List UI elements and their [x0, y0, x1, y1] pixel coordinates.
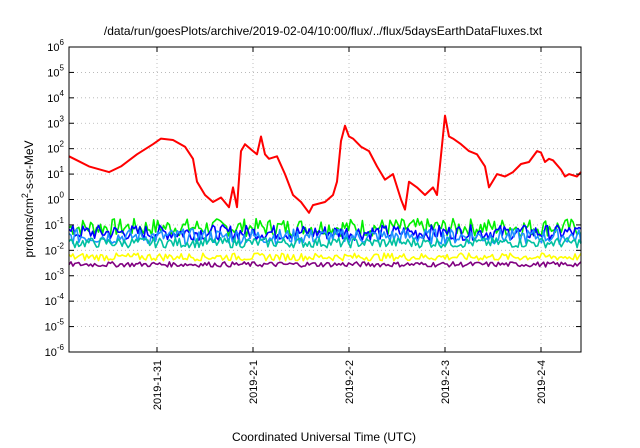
grid	[69, 47, 581, 352]
y-axis-ticks: 10-610-510-410-310-210-11001011021031041…	[45, 38, 581, 359]
x-tick-label: 2019-2-3	[440, 360, 452, 404]
series-line-5	[68, 252, 582, 262]
y-tick-label: 10-5	[45, 318, 65, 334]
y-tick-label-exp: 2	[60, 140, 65, 149]
y-tick-label: 10-2	[45, 241, 65, 257]
y-tick-label-base: 10	[45, 347, 57, 359]
series-line-0	[68, 114, 582, 214]
series-layer	[68, 114, 582, 268]
y-tick-label: 10-6	[45, 343, 65, 359]
y-tick-label-base: 10	[45, 220, 57, 232]
series-line-4	[68, 236, 582, 249]
y-tick-label-exp: -5	[57, 318, 65, 327]
y-tick-label-exp: 6	[60, 38, 65, 47]
y-tick-label-exp: 5	[60, 63, 65, 72]
x-tick-label: 2019-1-31	[152, 360, 164, 410]
y-tick-label-base: 10	[47, 93, 59, 105]
y-tick-label: 100	[47, 191, 64, 207]
y-tick-label-exp: -6	[57, 343, 65, 352]
y-tick-label: 102	[47, 140, 64, 156]
y-tick-label: 105	[47, 63, 64, 79]
y-axis-label: protons/cm2-s-sr-MeV	[20, 140, 36, 257]
y-tick-label: 101	[47, 165, 64, 181]
x-axis-ticks: 2019-1-31 2019-2-1 2019-2-2 2019-2-3 2019-2-…	[152, 47, 548, 410]
y-tick-label-exp: -1	[57, 216, 65, 225]
y-tick-label-base: 10	[47, 118, 59, 130]
y-tick-label-base: 10	[47, 169, 59, 181]
y-tick-label-base: 10	[47, 67, 59, 79]
y-tick-label-base: 10	[45, 322, 57, 334]
y-tick-label: 104	[47, 89, 64, 105]
y-tick-label-exp: 1	[60, 165, 65, 174]
y-axis-label-rest: -s-sr-MeV	[22, 140, 36, 193]
x-tick-label: 2019-2-2	[344, 360, 356, 404]
y-tick-label-base: 10	[47, 195, 59, 207]
y-tick-label-exp: 3	[60, 114, 65, 123]
x-tick-label: 2019-2-4	[536, 360, 548, 404]
chart-title: /data/run/goesPlots/archive/2019-02-04/1…	[104, 24, 543, 38]
y-axis-label-main: protons/cm	[22, 198, 36, 257]
y-tick-label: 106	[47, 38, 64, 54]
x-tick-label: 2019-2-1	[248, 360, 260, 404]
series-line-6	[68, 261, 582, 268]
x-axis-label: Coordinated Universal Time (UTC)	[232, 430, 416, 444]
y-tick-label-exp: 0	[60, 191, 65, 200]
y-tick-label-base: 10	[47, 144, 59, 156]
y-tick-label-base: 10	[47, 42, 59, 54]
y-axis-label-sup: 2	[20, 193, 30, 198]
y-tick-label-exp: -3	[57, 267, 65, 276]
y-tick-label-base: 10	[45, 245, 57, 257]
y-tick-label: 10-1	[45, 216, 65, 232]
y-tick-label-exp: -2	[57, 241, 65, 250]
y-tick-label-exp: -4	[57, 292, 65, 301]
y-tick-label: 10-3	[45, 267, 65, 283]
y-tick-label-base: 10	[45, 296, 57, 308]
y-tick-label-exp: 4	[60, 89, 65, 98]
y-tick-label: 10-4	[45, 292, 65, 308]
y-tick-label-base: 10	[45, 271, 57, 283]
y-tick-label: 103	[47, 114, 64, 130]
